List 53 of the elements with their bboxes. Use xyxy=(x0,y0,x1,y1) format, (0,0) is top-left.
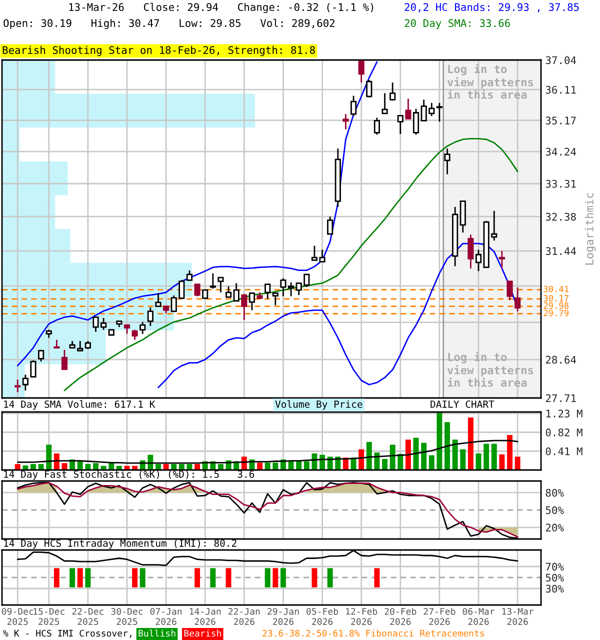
x-tick-label: 15-Dec 2025 xyxy=(34,608,64,625)
annotation: Log in to view patterns in this area xyxy=(447,64,534,99)
y-tick-label: 32.38 xyxy=(546,212,576,221)
text: 20,2 HC Bands: 29.93 , 37.85 xyxy=(404,2,579,12)
chart-subtitle: Open: 30.19 High: 30.47 Low: 29.85 Vol: 289,602 xyxy=(4,18,334,30)
y-tick-label: 20% xyxy=(546,524,564,532)
chart-title: 14 Day HCS Intraday Momentum (IMI): 80.2 xyxy=(4,539,236,549)
x-tick-label: 30-Dec 2025 xyxy=(111,608,143,625)
x-tick-label: 22-Dec 2025 xyxy=(72,608,104,625)
x-tick-label: 07-Jan 2026 xyxy=(150,608,182,625)
y-tick-label: 28.64 xyxy=(546,356,576,364)
chart-title: 14 Day SMA Volume: 617.1 K xyxy=(4,400,156,410)
text: 23.6-38.2-50-61.8% Fibonacci Retracements xyxy=(262,630,484,637)
text: Bullish xyxy=(138,630,176,637)
ref-line-label: 30.17 xyxy=(544,294,568,302)
x-tick-label: 27-Feb 2026 xyxy=(424,608,456,625)
x-tick-label: 29-Jan 2026 xyxy=(268,608,299,625)
y-tick-label: 0.82 M xyxy=(546,428,582,436)
y-tick-label: 50% xyxy=(546,574,564,582)
y-tick-label: 30% xyxy=(546,584,564,593)
y-axis-title: Logarithmic xyxy=(584,193,596,265)
y-tick-label: 50% xyxy=(546,506,564,514)
text: Bearish xyxy=(184,630,221,637)
y-tick-label: 0.41 M xyxy=(546,447,582,456)
x-tick-label: 14-Jan 2026 xyxy=(190,608,221,625)
y-tick-label: 34.24 xyxy=(546,148,576,156)
x-tick-label: 13-Mar 2026 xyxy=(502,608,534,625)
x-tick-label: 22-Jan 2026 xyxy=(228,608,260,625)
x-tick-label: 05-Feb 2026 xyxy=(306,608,338,625)
chart-title: 14 Day Fast Stochastic (%K) (%D): 1.5 3.6 xyxy=(4,470,254,480)
x-tick-label: 06-Mar 2026 xyxy=(462,608,494,625)
text: Bearish Shooting Star on 18-Feb-26, Strength: 81.8 xyxy=(2,46,315,56)
x-tick-label: 12-Feb 2026 xyxy=(346,608,378,625)
chart-title: 13-Mar-26 Close: 29.94 Change: -0.32 (-1.1 %) xyxy=(69,2,374,14)
text: 20 Day SMA: 33.66 xyxy=(404,19,510,30)
ref-line-label: 29.98 xyxy=(544,302,569,309)
y-tick-label: 70% xyxy=(546,562,564,571)
y-tick-label: 31.44 xyxy=(546,247,576,256)
ref-line-label: 30.41 xyxy=(544,286,568,292)
annotation: Log in to view patterns in this area xyxy=(447,352,534,387)
x-tick-label: 09-Dec 2025 xyxy=(2,608,34,625)
y-tick-label: 33.31 xyxy=(546,180,576,188)
text: Volume By Price xyxy=(275,400,362,410)
y-tick-label: 37.04 xyxy=(546,56,576,64)
ref-line-label: 29.79 xyxy=(544,310,568,316)
x-tick-label: 20-Feb 2026 xyxy=(384,608,416,625)
legend-title: % K - HCS IMI Crossover, xyxy=(3,630,132,638)
y-tick-label: 27.71 xyxy=(546,394,576,402)
text: DAILY CHART xyxy=(430,400,494,408)
y-tick-label: 80% xyxy=(546,488,564,497)
y-tick-label: 36.11 xyxy=(546,86,576,94)
y-tick-label: 35.17 xyxy=(546,116,576,124)
y-tick-label: 1.23 M xyxy=(546,410,582,418)
